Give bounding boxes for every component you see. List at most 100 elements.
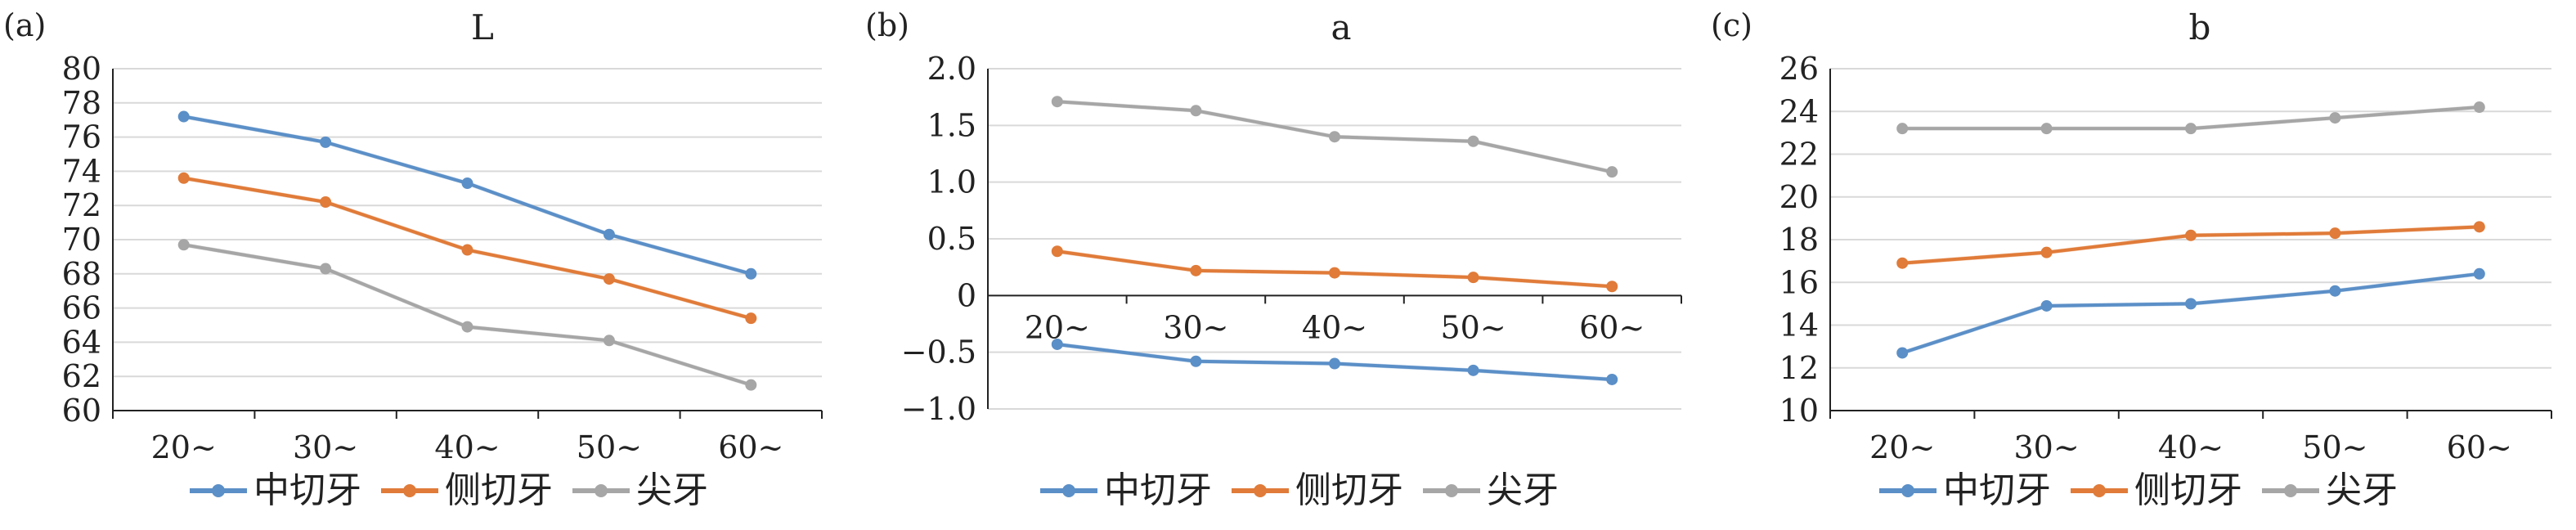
- data-point: [1190, 105, 1202, 117]
- x-tick-label: 20~: [1869, 429, 1935, 465]
- data-point: [603, 273, 615, 285]
- y-tick-label: 60: [62, 393, 101, 429]
- data-point: [1051, 245, 1063, 258]
- data-point: [1606, 166, 1618, 178]
- data-point: [2040, 246, 2053, 258]
- x-tick-label: 60~: [2447, 429, 2512, 465]
- data-point: [603, 228, 615, 240]
- y-tick-label: −0.5: [901, 335, 976, 371]
- legend-label: 侧切牙: [2134, 469, 2242, 511]
- legend-label: 尖牙: [1487, 469, 1559, 511]
- data-point: [177, 239, 190, 251]
- legend-item: 侧切牙: [1232, 469, 1403, 511]
- y-tick-label: 66: [62, 290, 101, 326]
- panel-label: (b): [865, 7, 909, 43]
- legend-marker: [2284, 484, 2297, 497]
- data-point: [1329, 357, 1340, 370]
- data-point: [1467, 135, 1479, 147]
- y-tick-label: 24: [1779, 93, 1819, 129]
- y-tick-label: 76: [62, 119, 101, 155]
- y-tick-label: 1.5: [927, 107, 976, 143]
- data-point: [1896, 347, 1909, 359]
- y-tick-label: 68: [62, 256, 101, 292]
- y-tick-label: 80: [62, 51, 101, 87]
- data-point: [1190, 264, 1202, 276]
- data-point: [2185, 298, 2197, 310]
- chart-panel-2: (b) a−1.0−0.500.51.01.52.020~ 30~ 40~ 50~ 60~…: [865, 7, 1682, 511]
- x-tick-label: 40~: [434, 429, 500, 465]
- legend-label: 中切牙: [1943, 469, 2051, 511]
- legend-marker: [1445, 484, 1458, 497]
- data-point: [1606, 281, 1618, 293]
- x-tick-label: 30~: [293, 429, 358, 465]
- legend-item: 尖牙: [1423, 469, 1559, 511]
- data-point: [745, 379, 757, 391]
- legend-label: 中切牙: [254, 469, 361, 511]
- series-line: [183, 243, 752, 387]
- data-point: [2473, 221, 2485, 233]
- y-tick-label: 72: [62, 187, 101, 223]
- data-point: [1467, 364, 1479, 376]
- data-point: [2040, 123, 2053, 135]
- series-glow: [183, 242, 752, 388]
- legend-label: 侧切牙: [1295, 469, 1403, 511]
- data-point: [1896, 257, 1909, 269]
- panel-label: (a): [3, 7, 46, 43]
- x-tick-label: 20~: [151, 429, 217, 465]
- x-tick-label: 40~: [2158, 429, 2224, 465]
- y-tick-label: 10: [1779, 393, 1819, 429]
- data-point: [320, 196, 332, 209]
- legend-marker: [403, 484, 416, 497]
- data-point: [1467, 272, 1479, 284]
- data-point: [2185, 229, 2197, 241]
- data-point: [603, 335, 615, 347]
- data-point: [745, 267, 757, 280]
- x-tick-label: 30~: [2013, 429, 2079, 465]
- data-point: [320, 136, 332, 148]
- legend-label: 中切牙: [1104, 469, 1212, 511]
- y-tick-label: 0.5: [927, 221, 976, 257]
- data-point: [1896, 123, 1909, 135]
- x-tick-label: 50~: [1440, 309, 1506, 345]
- chart-title: a: [1331, 7, 1351, 47]
- legend-item: 中切牙: [1040, 469, 1212, 511]
- y-tick-label: 16: [1779, 264, 1819, 300]
- legend-item: 侧切牙: [2071, 469, 2242, 511]
- data-point: [177, 172, 190, 184]
- data-point: [177, 110, 190, 123]
- x-tick-label: 50~: [577, 429, 642, 465]
- panel-label: (c): [1711, 7, 1752, 43]
- legend-label: 侧切牙: [445, 469, 553, 511]
- data-point: [1329, 131, 1340, 143]
- data-point: [745, 312, 757, 325]
- x-tick-label: 60~: [718, 429, 783, 465]
- legend-label: 尖牙: [636, 469, 708, 511]
- legend-marker: [595, 484, 608, 497]
- chart-title: b: [2189, 7, 2211, 47]
- y-tick-label: 14: [1779, 308, 1819, 344]
- data-point: [1051, 338, 1063, 350]
- data-point: [1329, 267, 1340, 279]
- y-tick-label: 2.0: [927, 51, 976, 87]
- legend-item: 中切牙: [1879, 469, 2051, 511]
- y-tick-label: 26: [1779, 51, 1819, 87]
- legend-marker: [2093, 484, 2106, 497]
- data-point: [1606, 373, 1618, 385]
- chart-title: L: [471, 7, 494, 47]
- legend-marker: [1901, 484, 1914, 497]
- x-tick-label: 60~: [1579, 309, 1645, 345]
- legend-marker: [212, 484, 225, 497]
- data-point: [2473, 101, 2485, 114]
- chart-panel-3: (c) b 10 12 14 16 18 20 22 24 26 20~ 30~ 40~ 50~ 60~ 中切牙…: [1711, 7, 2552, 511]
- legend-item: 尖牙: [572, 469, 708, 511]
- y-tick-label: 18: [1779, 222, 1819, 258]
- data-point: [461, 177, 473, 190]
- data-point: [2329, 285, 2341, 297]
- y-tick-label: 70: [62, 222, 101, 258]
- legend-item: 中切牙: [190, 469, 361, 511]
- data-point: [461, 244, 473, 256]
- x-tick-label: 40~: [1302, 309, 1367, 345]
